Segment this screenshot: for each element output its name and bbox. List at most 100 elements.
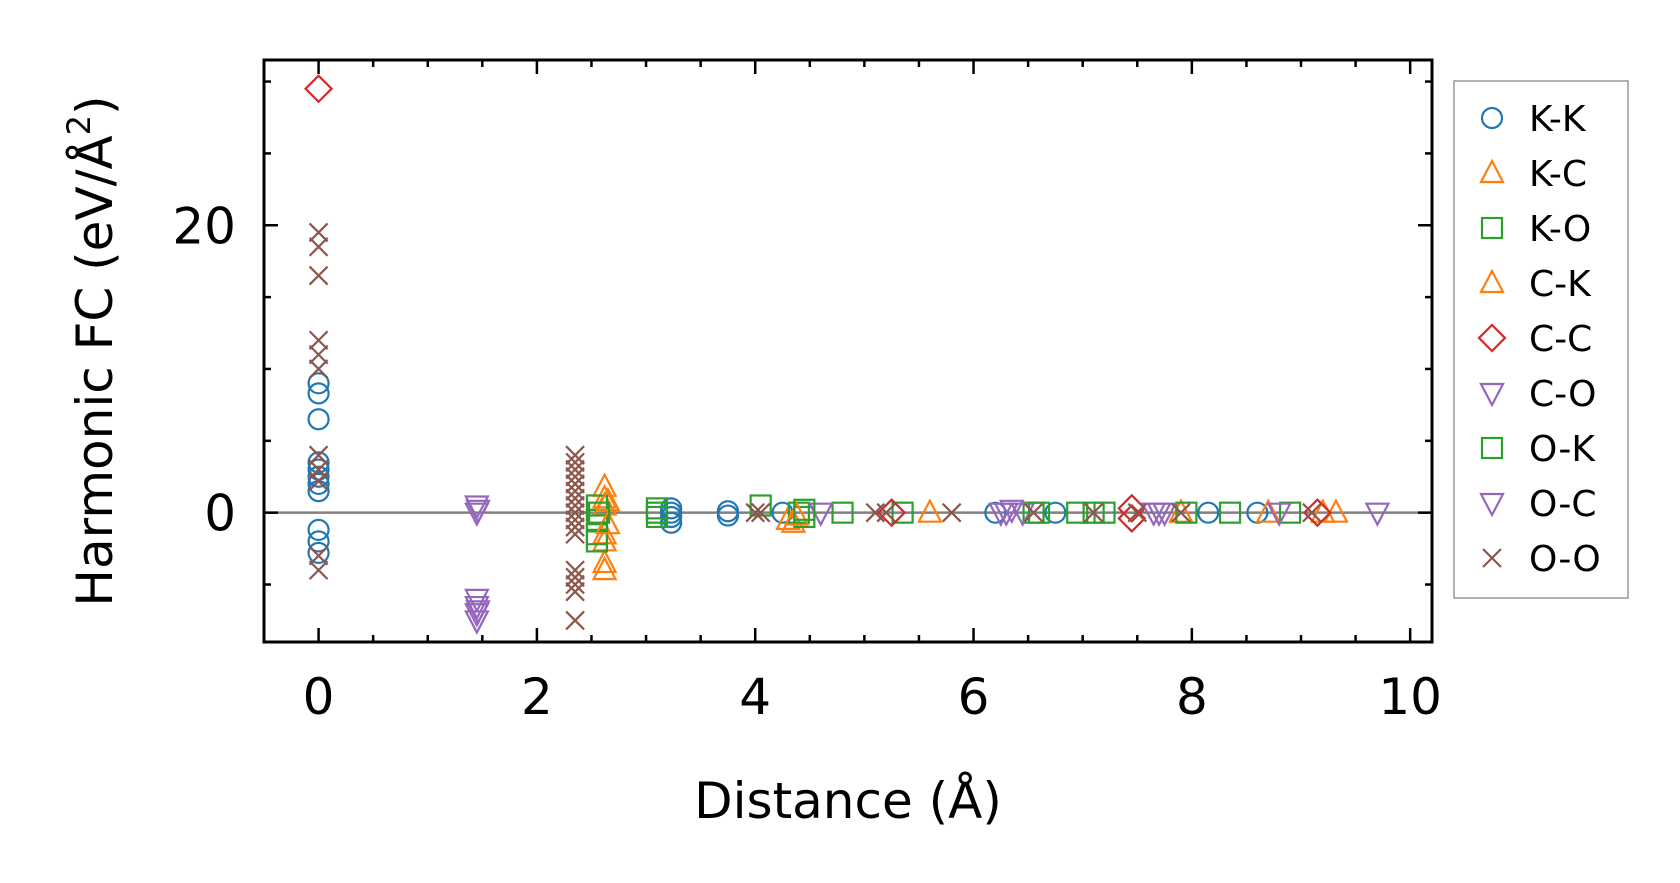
legend-entry: K-C xyxy=(1479,154,1587,195)
data-point-o-o xyxy=(1023,502,1044,523)
legend-label: K-O xyxy=(1529,209,1591,250)
data-point-c-k xyxy=(783,501,810,526)
legend-marker-k-k xyxy=(1480,106,1504,130)
data-point-k-o xyxy=(891,501,914,524)
data-point-k-o xyxy=(749,494,772,517)
data-point-o-c xyxy=(993,502,1020,528)
data-point-o-o xyxy=(565,445,585,465)
legend-label: C-K xyxy=(1529,264,1592,305)
data-point-o-o xyxy=(565,581,585,602)
y-tick-label: 0 xyxy=(204,485,236,543)
data-point-k-o xyxy=(787,501,810,524)
tick-labels: 0 2 4 6 8 10 0 20 xyxy=(172,197,1442,726)
legend-entry: O-K xyxy=(1480,429,1596,470)
data-point-o-o xyxy=(1127,502,1148,523)
data-point-o-o xyxy=(565,495,585,516)
data-point-o-o xyxy=(565,610,585,631)
data-point-k-k xyxy=(307,541,330,565)
data-point-o-o xyxy=(308,471,329,491)
y-tick-label: 20 xyxy=(172,197,236,255)
axis-ticks xyxy=(262,60,1432,642)
series-o-c xyxy=(465,499,1172,625)
data-point-o-o xyxy=(565,574,585,595)
legend-items: K-K K-C K-O C-K C-C C-O O-K O-C O-O xyxy=(1477,99,1601,580)
data-point-k-k xyxy=(307,465,330,488)
legend-marker-o-c xyxy=(1479,492,1505,518)
data-point-o-o xyxy=(1302,502,1322,523)
data-point-k-o xyxy=(1218,501,1242,524)
legend: K-K K-C K-O C-K C-C C-O O-K O-C O-O xyxy=(1453,80,1629,599)
data-point-o-o xyxy=(308,330,329,350)
data-point-k-k xyxy=(307,518,330,542)
legend-marker-c-o xyxy=(1479,382,1505,408)
data-point-o-o xyxy=(308,359,329,379)
legend-entry: O-C xyxy=(1479,484,1596,525)
legend-entry: C-O xyxy=(1479,374,1596,415)
data-point-o-o xyxy=(308,237,329,257)
data-point-k-o xyxy=(831,501,854,524)
x-axis-title: Distance (Å) xyxy=(694,772,1002,830)
data-point-o-o xyxy=(565,488,585,509)
data-point-o-o xyxy=(1083,502,1104,523)
legend-label: O-C xyxy=(1529,484,1596,525)
legend-entry: O-O xyxy=(1482,539,1601,580)
legend-entry: C-C xyxy=(1477,319,1592,360)
data-point-k-c xyxy=(591,548,618,574)
data-point-k-k xyxy=(1197,501,1220,524)
data-point-c-o xyxy=(464,610,490,635)
legend-label: C-C xyxy=(1529,319,1592,360)
data-point-c-o xyxy=(1266,502,1292,528)
x-tick-label: 2 xyxy=(521,668,553,726)
data-point-o-o xyxy=(565,474,585,494)
x-tick-label: 0 xyxy=(303,668,335,726)
data-point-o-o xyxy=(941,502,962,523)
data-point-k-c xyxy=(591,555,618,581)
data-point-k-k xyxy=(716,504,740,527)
data-point-o-o xyxy=(308,445,329,465)
data-point-c-c xyxy=(304,74,334,104)
data-point-k-k xyxy=(307,382,330,405)
y-axis-title-superscript: 2 xyxy=(60,115,98,135)
series-o-o xyxy=(308,222,1322,631)
data-point-o-o xyxy=(565,567,585,588)
y-axis-title-main: Harmonic FC (eV/Å xyxy=(66,135,124,606)
legend-entry: K-K xyxy=(1480,99,1587,140)
data-point-o-k xyxy=(588,501,611,524)
data-markers xyxy=(304,74,1391,635)
data-point-o-o xyxy=(750,502,771,523)
legend-label: K-C xyxy=(1529,154,1587,195)
y-axis-title: Harmonic FC (eV/Å2) xyxy=(60,95,124,606)
legend-label: K-K xyxy=(1529,99,1587,140)
data-point-c-c xyxy=(1117,493,1147,523)
x-tick-label: 8 xyxy=(1176,668,1208,726)
legend-entry: K-O xyxy=(1480,209,1591,250)
legend-marker-o-k xyxy=(1480,436,1504,460)
data-point-k-c xyxy=(1255,498,1282,523)
legend-label: C-O xyxy=(1529,374,1596,415)
data-point-c-c xyxy=(1117,503,1147,533)
data-point-k-k xyxy=(307,472,330,496)
data-point-k-k xyxy=(716,500,740,523)
data-point-k-c xyxy=(591,483,618,509)
data-point-o-o xyxy=(565,481,585,501)
x-tick-label: 6 xyxy=(958,668,990,726)
y-axis-title-end: ) xyxy=(66,95,124,115)
data-point-o-o xyxy=(565,502,585,523)
series-o-k xyxy=(588,498,1105,524)
data-point-o-o xyxy=(565,452,585,473)
data-point-o-o xyxy=(565,466,585,487)
data-point-o-o xyxy=(565,459,585,480)
data-point-c-o xyxy=(998,499,1025,525)
data-point-k-o xyxy=(585,494,609,517)
legend-marker-c-k xyxy=(1479,268,1505,294)
data-point-k-k xyxy=(307,408,330,431)
legend-marker-c-c xyxy=(1477,323,1507,353)
data-point-o-c xyxy=(465,499,491,525)
data-point-o-o xyxy=(565,517,585,537)
data-point-o-o xyxy=(1171,502,1191,523)
data-point-o-o xyxy=(565,510,585,530)
series-c-c xyxy=(304,74,1332,533)
data-point-k-k xyxy=(307,372,330,395)
data-point-o-k xyxy=(645,501,669,524)
data-point-o-c xyxy=(465,600,491,625)
